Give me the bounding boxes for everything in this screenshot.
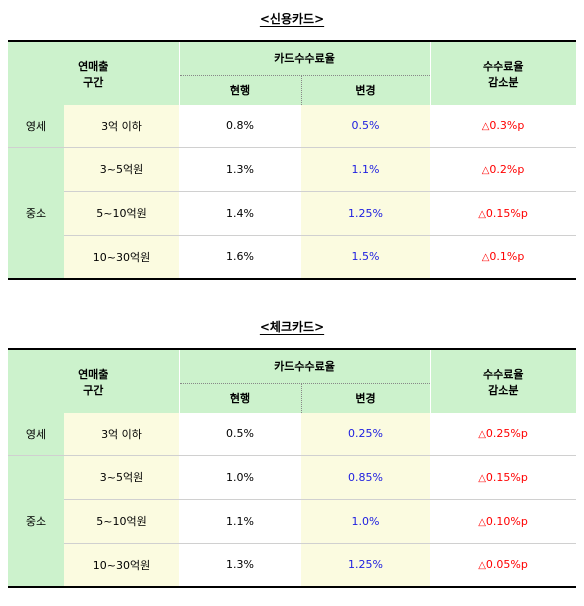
delta-icon: △: [478, 429, 486, 441]
credit-card-fee-table: 연매출 구간 카드수수료율 수수료율 감소분 현행 변경 영세 3억 이하 0.8%…: [8, 40, 577, 280]
current-rate-cell: 1.3%: [179, 543, 301, 588]
check-card-fee-table: 연매출 구간 카드수수료율 수수료율 감소분 현행 변경 영세 3억 이하 0.5%…: [8, 348, 577, 588]
reduction-cell: △0.15%p: [430, 455, 577, 500]
range-cell: 5~10억원: [64, 191, 179, 236]
delta-icon: △: [478, 208, 486, 220]
segment-cell: 중소: [8, 147, 64, 280]
delta-icon: △: [481, 121, 490, 133]
reduction-cell: △0.05%p: [430, 543, 577, 588]
changed-rate-cell: 1.25%: [301, 191, 431, 236]
current-rate-cell: 1.0%: [179, 455, 301, 500]
header-revenue-range: 연매출 구간: [8, 40, 180, 105]
reduction-cell: △0.25%p: [430, 413, 577, 456]
table-row: 영세 3억 이하 0.5% 0.25% △0.25%p: [8, 413, 577, 456]
reduction-cell: △0.1%p: [430, 235, 577, 280]
table-row: 10~30억원 1.6% 1.5% △0.1%p: [8, 235, 577, 280]
table-row: 중소 3~5억원 1.0% 0.85% △0.15%p: [8, 455, 577, 588]
delta-icon: △: [481, 252, 490, 264]
header-card-fee-rate: 카드수수료율: [179, 40, 431, 76]
range-cell: 10~30억원: [64, 543, 179, 588]
current-rate-cell: 1.1%: [179, 499, 301, 544]
changed-rate-cell: 0.85%: [301, 455, 431, 500]
reduction-cell: △0.15%p: [430, 191, 577, 236]
range-cell: 3~5억원: [64, 455, 179, 500]
header-current: 현행: [179, 75, 302, 105]
reduction-cell: △0.3%p: [430, 105, 577, 148]
range-cell: 3억 이하: [64, 413, 179, 456]
header-fee-reduction: 수수료율 감소분: [430, 348, 577, 413]
changed-rate-cell: 1.1%: [301, 147, 431, 192]
header-card-fee-rate: 카드수수료율: [179, 348, 431, 384]
delta-icon: △: [478, 472, 486, 484]
delta-icon: △: [478, 516, 486, 528]
header-changed: 변경: [301, 383, 431, 413]
header-fee-reduction: 수수료율 감소분: [430, 40, 577, 105]
current-rate-cell: 1.6%: [179, 235, 301, 280]
table-row: 중소 3~5억원 1.3% 1.1% △0.2%p: [8, 147, 577, 280]
reduction-cell: △0.2%p: [430, 147, 577, 192]
changed-rate-cell: 0.5%: [301, 105, 431, 148]
range-cell: 3~5억원: [64, 147, 179, 192]
reduction-cell: △0.10%p: [430, 499, 577, 544]
header-changed: 변경: [301, 75, 431, 105]
table-row: 10~30억원 1.3% 1.25% △0.05%p: [8, 543, 577, 588]
header-current: 현행: [179, 383, 302, 413]
segment-cell: 영세: [8, 105, 64, 148]
range-cell: 5~10억원: [64, 499, 179, 544]
table-row: 5~10억원 1.4% 1.25% △0.15%p: [8, 191, 577, 236]
current-rate-cell: 0.8%: [179, 105, 301, 148]
delta-icon: △: [481, 164, 490, 176]
range-cell: 3억 이하: [64, 105, 179, 148]
delta-icon: △: [478, 560, 486, 572]
credit-card-title: <신용카드>: [259, 12, 325, 26]
changed-rate-cell: 1.25%: [301, 543, 431, 588]
check-card-title: <체크카드>: [259, 320, 325, 334]
table-row: 5~10억원 1.1% 1.0% △0.10%p: [8, 499, 577, 544]
changed-rate-cell: 1.5%: [301, 235, 431, 280]
range-cell: 10~30억원: [64, 235, 179, 280]
changed-rate-cell: 1.0%: [301, 499, 431, 544]
segment-cell: 중소: [8, 455, 64, 588]
current-rate-cell: 1.4%: [179, 191, 301, 236]
current-rate-cell: 1.3%: [179, 147, 301, 192]
segment-cell: 영세: [8, 413, 64, 456]
current-rate-cell: 0.5%: [179, 413, 301, 456]
header-revenue-range: 연매출 구간: [8, 348, 180, 413]
table-row: 영세 3억 이하 0.8% 0.5% △0.3%p: [8, 105, 577, 148]
changed-rate-cell: 0.25%: [301, 413, 431, 456]
